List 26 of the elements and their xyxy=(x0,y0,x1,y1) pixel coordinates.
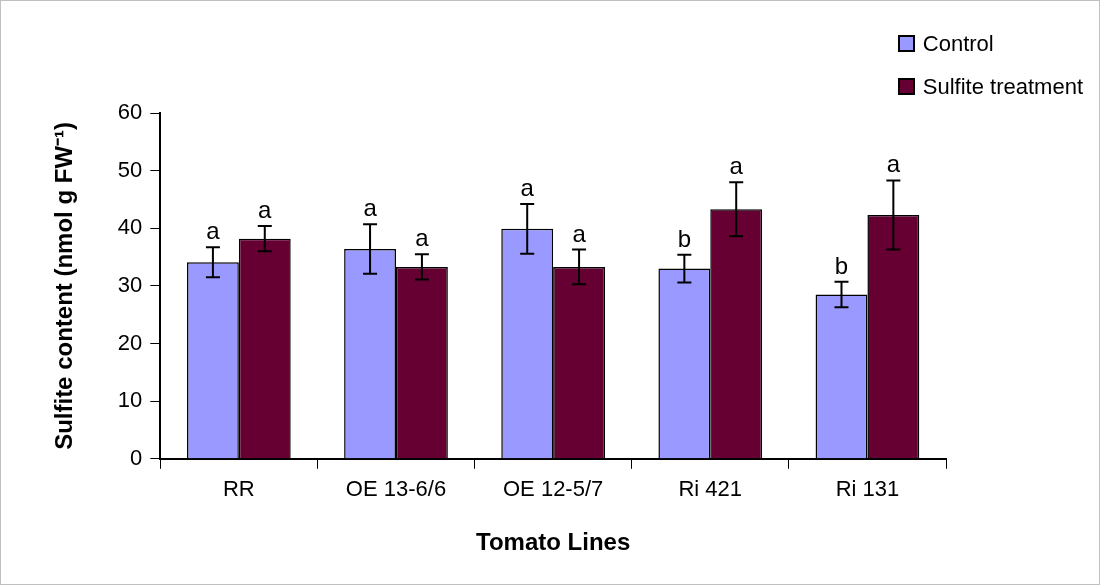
x-tick-label: OE 12-5/7 xyxy=(502,476,604,502)
data-label: a xyxy=(886,150,901,178)
y-tick-label: 10 xyxy=(117,387,143,413)
data-label: a xyxy=(258,195,273,223)
y-tick-label: 40 xyxy=(117,214,143,240)
data-label: a xyxy=(363,194,378,222)
y-tick-label: 20 xyxy=(117,329,143,355)
x-tick-label: Ri 131 xyxy=(835,476,900,502)
x-tick-label: Ri 421 xyxy=(678,476,743,502)
data-label: a xyxy=(729,152,744,180)
legend-label: Sulfite treatment xyxy=(922,73,1083,100)
y-tick-label: 60 xyxy=(117,99,143,125)
x-tick-label: RR xyxy=(222,476,255,502)
y-tick-label: 50 xyxy=(117,156,143,182)
data-label: a xyxy=(520,174,535,202)
y-tick-label: 30 xyxy=(117,271,143,297)
data-label: b xyxy=(834,251,849,279)
y-axis-title: Sulfite content (nmol g FW⁻¹) xyxy=(50,121,78,450)
y-tick-label: 0 xyxy=(130,444,143,470)
x-tick-label: OE 13-6/6 xyxy=(345,476,447,502)
data-label: b xyxy=(677,224,692,252)
data-label: a xyxy=(415,224,430,252)
data-label: a xyxy=(572,219,587,247)
data-label: a xyxy=(206,217,221,245)
legend-label: Control xyxy=(922,30,994,57)
x-axis-title: Tomato Lines xyxy=(476,528,631,556)
